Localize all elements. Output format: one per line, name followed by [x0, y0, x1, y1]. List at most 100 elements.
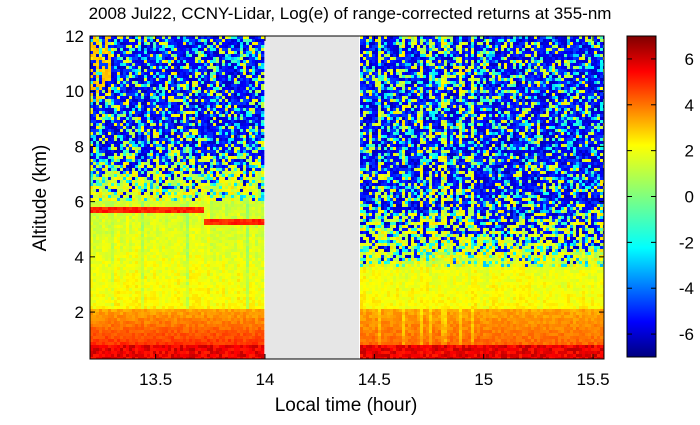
heatmap-cell: [204, 312, 208, 316]
heatmap-cell: [135, 162, 139, 166]
heatmap-cell: [123, 84, 127, 88]
heatmap-cell: [102, 285, 106, 289]
heatmap-cell: [183, 288, 187, 292]
heatmap-cell: [225, 249, 229, 253]
heatmap-cell: [135, 144, 139, 148]
heatmap-cell: [225, 348, 229, 352]
heatmap-cell: [135, 96, 139, 100]
heatmap-cell: [210, 156, 214, 160]
heatmap-cell: [135, 150, 139, 154]
heatmap-cell: [162, 225, 166, 229]
heatmap-cell: [198, 102, 202, 106]
heatmap-cell: [204, 264, 208, 268]
heatmap-cell: [213, 258, 217, 262]
heatmap-cell: [129, 180, 133, 184]
heatmap-cell: [174, 111, 178, 115]
heatmap-cell: [171, 195, 175, 199]
heatmap-cell: [123, 111, 127, 115]
heatmap-cell: [192, 90, 196, 94]
heatmap-cell: [213, 138, 217, 142]
heatmap-cell: [93, 87, 97, 91]
heatmap-cell: [171, 192, 175, 196]
heatmap-cell: [132, 243, 136, 247]
heatmap-cell: [132, 90, 136, 94]
heatmap-cell: [102, 204, 106, 208]
heatmap-cell: [141, 327, 145, 331]
heatmap-cell: [123, 264, 127, 268]
heatmap-cell: [186, 78, 190, 82]
heatmap-cell: [180, 84, 184, 88]
heatmap-cell: [198, 342, 202, 346]
heatmap-cell: [102, 42, 106, 46]
heatmap-cell: [207, 168, 211, 172]
heatmap-cell: [102, 183, 106, 187]
heatmap-cell: [132, 102, 136, 106]
heatmap-cell: [219, 273, 223, 277]
heatmap-cell: [126, 84, 130, 88]
heatmap-cell: [93, 111, 97, 115]
heatmap-cell: [162, 246, 166, 250]
heatmap-cell: [222, 234, 226, 238]
heatmap-cell: [108, 72, 112, 76]
heatmap-cell: [108, 45, 112, 49]
heatmap-cell: [126, 333, 130, 337]
heatmap-cell: [171, 165, 175, 169]
heatmap-cell: [222, 357, 226, 359]
heatmap-cell: [225, 51, 229, 55]
heatmap-cell: [126, 291, 130, 295]
heatmap-cell: [168, 240, 172, 244]
heatmap-cell: [189, 336, 193, 340]
heatmap-cell: [141, 75, 145, 79]
heatmap-cell: [213, 63, 217, 67]
heatmap-cell: [204, 291, 208, 295]
heatmap-cell: [186, 129, 190, 133]
heatmap-cell: [153, 180, 157, 184]
heatmap-cell: [225, 105, 229, 109]
heatmap-cell: [117, 72, 121, 76]
heatmap-cell: [150, 249, 154, 253]
heatmap-cell: [207, 273, 211, 277]
heatmap-cell: [120, 291, 124, 295]
heatmap-cell: [120, 201, 124, 205]
heatmap-cell: [210, 153, 214, 157]
heatmap-cell: [222, 141, 226, 145]
heatmap-cell: [201, 306, 205, 310]
heatmap-cell: [105, 342, 109, 346]
heatmap-cell: [201, 156, 205, 160]
heatmap-cell: [219, 36, 223, 40]
heatmap-cell: [132, 204, 136, 208]
heatmap-cell: [138, 129, 142, 133]
heatmap-cell: [159, 246, 163, 250]
heatmap-cell: [141, 42, 145, 46]
heatmap-cell: [150, 138, 154, 142]
heatmap-cell: [225, 324, 229, 328]
heatmap-cell: [225, 177, 229, 181]
heatmap-cell: [138, 288, 142, 292]
heatmap-cell: [186, 198, 190, 202]
heatmap-cell: [219, 120, 223, 124]
heatmap-cell: [135, 258, 139, 262]
heatmap-cell: [144, 210, 148, 214]
heatmap-cell: [111, 312, 115, 316]
heatmap-cell: [114, 201, 118, 205]
heatmap-cell: [174, 228, 178, 232]
heatmap-cell: [198, 303, 202, 307]
heatmap-cell: [189, 54, 193, 58]
heatmap-cell: [171, 111, 175, 115]
heatmap-cell: [171, 270, 175, 274]
heatmap-cell: [138, 48, 142, 52]
heatmap-cell: [219, 261, 223, 265]
heatmap-cell: [153, 354, 157, 358]
heatmap-cell: [105, 81, 109, 85]
heatmap-cell: [204, 297, 208, 301]
heatmap-cell: [219, 288, 223, 292]
heatmap-cell: [189, 135, 193, 139]
heatmap-cell: [198, 252, 202, 256]
heatmap-cell: [147, 78, 151, 82]
heatmap-cell: [204, 72, 208, 76]
heatmap-cell: [222, 285, 226, 289]
heatmap-cell: [93, 78, 97, 82]
heatmap-cell: [117, 339, 121, 343]
heatmap-cell: [174, 291, 178, 295]
heatmap-cell: [99, 234, 103, 238]
